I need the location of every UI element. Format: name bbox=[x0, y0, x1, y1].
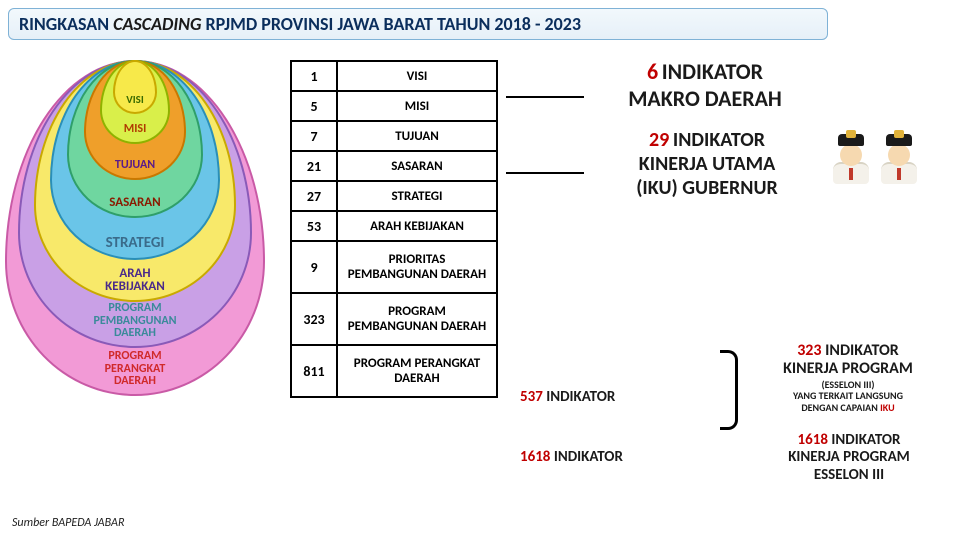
row-label: MISI bbox=[337, 91, 497, 121]
row-label: PRIORITAS PEMBANGUNAN DAERAH bbox=[337, 241, 497, 293]
table-row: 1VISI bbox=[291, 61, 497, 91]
row-label: PROGRAM PEMBANGUNAN DAERAH bbox=[337, 293, 497, 345]
count-6: 6 bbox=[647, 58, 658, 85]
row-count: 811 bbox=[291, 345, 337, 397]
indikator-kinerja-utama: 29 INDIKATOR KINERJA UTAMA (IKU) GUBERNU… bbox=[592, 128, 822, 200]
title-part1: RINGKASAN bbox=[19, 13, 113, 35]
table-row: 5MISI bbox=[291, 91, 497, 121]
program-323-box: 323 INDIKATOR KINERJA PROGRAM (ESSELON I… bbox=[748, 342, 948, 413]
connector-mid bbox=[506, 172, 584, 174]
table-row: 323PROGRAM PEMBANGUNAN DAERAH bbox=[291, 293, 497, 345]
row-label: SASARAN bbox=[337, 151, 497, 181]
row-label: VISI bbox=[337, 61, 497, 91]
title-part2: RPJMD PROVINSI JAWA BARAT TAHUN 2018 - 2… bbox=[201, 13, 581, 35]
indikator-makro-daerah: 6 INDIKATOR MAKRO DAERAH bbox=[600, 58, 810, 112]
row-count: 1 bbox=[291, 61, 337, 91]
avatar-gubernur-1 bbox=[830, 130, 872, 184]
row-label: PROGRAM PERANGKAT DAERAH bbox=[337, 345, 497, 397]
row-count: 27 bbox=[291, 181, 337, 211]
page-title: RINGKASAN CASCADING RPJMD PROVINSI JAWA … bbox=[8, 8, 828, 40]
row-label: TUJUAN bbox=[337, 121, 497, 151]
table-row: 21SASARAN bbox=[291, 151, 497, 181]
table-row: 53ARAH KEBIJAKAN bbox=[291, 211, 497, 241]
indicator-1618: 1618 INDIKATOR bbox=[520, 448, 623, 466]
row-count: 5 bbox=[291, 91, 337, 121]
title-italic: CASCADING bbox=[113, 13, 201, 35]
cascading-onion: PROGRAMPERANGKATDAERAHPROGRAMPEMBANGUNAN… bbox=[5, 60, 265, 510]
row-label: STRATEGI bbox=[337, 181, 497, 211]
table-row: 811PROGRAM PERANGKAT DAERAH bbox=[291, 345, 497, 397]
table-row: 27STRATEGI bbox=[291, 181, 497, 211]
row-count: 7 bbox=[291, 121, 337, 151]
indicator-537: 537 INDIKATOR bbox=[520, 388, 615, 406]
count-29: 29 bbox=[649, 128, 669, 152]
source-label: Sumber BAPEDA JABAR bbox=[12, 516, 124, 530]
table-row: 7TUJUAN bbox=[291, 121, 497, 151]
cascading-table: 1VISI5MISI7TUJUAN21SASARAN27STRATEGI53AR… bbox=[290, 60, 498, 398]
avatar-gubernur-2 bbox=[878, 130, 920, 184]
table-row: 9PRIORITAS PEMBANGUNAN DAERAH bbox=[291, 241, 497, 293]
program-1618-box: 1618 INDIKATOR KINERJA PROGRAM ESSELON I… bbox=[754, 432, 944, 484]
row-label: ARAH KEBIJAKAN bbox=[337, 211, 497, 241]
row-count: 9 bbox=[291, 241, 337, 293]
brace-323 bbox=[720, 350, 738, 430]
row-count: 21 bbox=[291, 151, 337, 181]
row-count: 323 bbox=[291, 293, 337, 345]
connector-top bbox=[506, 96, 584, 98]
row-count: 53 bbox=[291, 211, 337, 241]
